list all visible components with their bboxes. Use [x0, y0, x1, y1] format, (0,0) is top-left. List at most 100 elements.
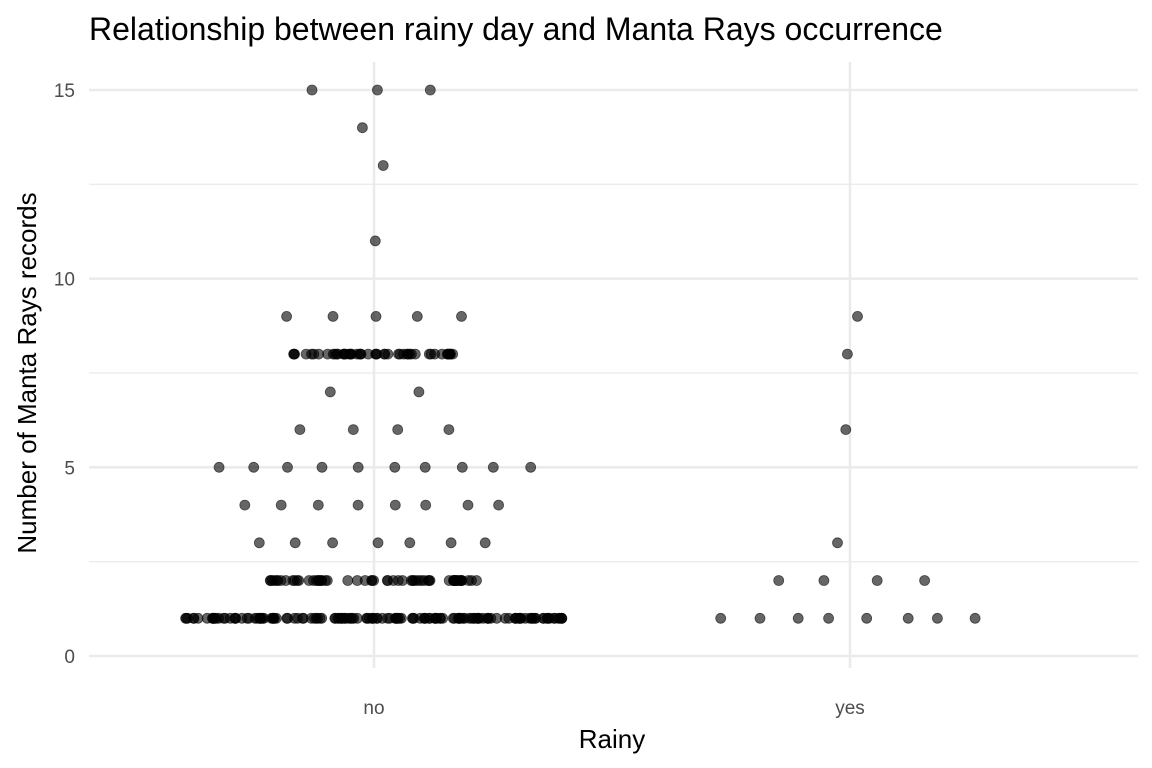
data-point — [369, 235, 381, 247]
data-point — [479, 537, 491, 549]
points-layer — [180, 84, 981, 624]
data-point — [208, 612, 220, 624]
y-tick-label: 15 — [54, 81, 75, 102]
data-point — [510, 612, 522, 624]
data-point — [792, 612, 804, 624]
data-point — [487, 461, 499, 473]
data-point — [499, 612, 511, 624]
data-point — [463, 575, 474, 586]
data-point — [431, 612, 443, 624]
data-point — [424, 84, 436, 96]
data-point — [312, 499, 324, 511]
data-point — [382, 612, 394, 624]
data-point — [456, 461, 468, 473]
data-point — [289, 537, 301, 549]
data-point — [282, 461, 293, 473]
data-point — [715, 612, 727, 624]
data-point — [525, 461, 537, 473]
data-point — [351, 575, 363, 586]
tick-labels: 0 5 10 15 no yes — [54, 81, 865, 719]
data-point — [324, 386, 336, 398]
data-point — [392, 612, 404, 624]
data-point — [306, 84, 318, 96]
x-axis-title: Rainy — [579, 724, 645, 754]
data-point — [832, 537, 843, 549]
data-point — [291, 575, 303, 586]
data-point — [443, 424, 455, 436]
data-point — [419, 612, 431, 624]
data-point — [871, 575, 883, 586]
data-point — [381, 575, 393, 586]
data-point — [327, 537, 339, 549]
data-point — [327, 310, 339, 322]
data-point — [377, 160, 389, 171]
data-point — [213, 461, 225, 473]
data-point — [852, 310, 863, 322]
data-point — [372, 537, 384, 549]
data-point — [409, 348, 421, 360]
data-point — [444, 348, 456, 360]
data-point — [389, 461, 401, 473]
data-point — [459, 612, 470, 624]
data-point — [443, 575, 455, 586]
data-point — [969, 612, 981, 624]
data-point — [308, 348, 320, 360]
x-tick-label: yes — [835, 698, 865, 719]
data-point — [404, 537, 416, 549]
y-tick-label: 5 — [64, 458, 75, 479]
data-point — [333, 612, 345, 624]
data-point — [932, 612, 943, 624]
data-point — [218, 612, 230, 624]
data-point — [248, 461, 260, 473]
data-point — [823, 612, 834, 624]
data-point — [445, 537, 457, 549]
data-point — [281, 310, 293, 322]
data-point — [243, 612, 255, 624]
data-point — [526, 612, 538, 624]
data-point — [180, 612, 192, 624]
data-point — [842, 348, 853, 360]
data-point — [352, 499, 364, 511]
chart-title: Relationship between rainy day and Manta… — [89, 11, 943, 47]
data-point — [338, 348, 350, 360]
data-point — [861, 612, 873, 624]
data-point — [316, 575, 328, 586]
data-point — [818, 575, 830, 586]
data-point — [275, 499, 287, 511]
y-tick-label: 0 — [64, 647, 75, 668]
data-point — [294, 424, 306, 436]
data-point — [371, 348, 383, 360]
data-point — [754, 612, 766, 624]
data-point — [493, 499, 505, 511]
data-point — [347, 424, 359, 436]
data-point — [392, 424, 404, 436]
data-point — [308, 612, 320, 624]
data-point — [448, 612, 460, 624]
data-point — [316, 461, 328, 473]
data-point — [919, 575, 930, 586]
data-point — [773, 575, 785, 586]
data-point — [354, 348, 366, 360]
data-point — [411, 310, 423, 322]
data-point — [192, 612, 204, 624]
data-point — [342, 575, 354, 586]
grid — [89, 62, 1138, 668]
x-tick-label: no — [363, 698, 384, 719]
data-point — [356, 122, 368, 134]
data-point — [462, 499, 474, 511]
data-point — [902, 612, 914, 624]
data-point — [298, 612, 309, 624]
data-point — [363, 612, 375, 624]
data-point — [370, 310, 382, 322]
data-point — [389, 499, 401, 511]
data-point — [352, 461, 364, 473]
data-point — [541, 612, 553, 624]
data-point — [419, 461, 431, 473]
data-point — [840, 424, 852, 436]
y-tick-label: 10 — [54, 270, 75, 291]
data-point — [272, 575, 284, 586]
data-point — [269, 612, 280, 624]
data-point — [415, 575, 427, 586]
data-point — [368, 575, 380, 586]
